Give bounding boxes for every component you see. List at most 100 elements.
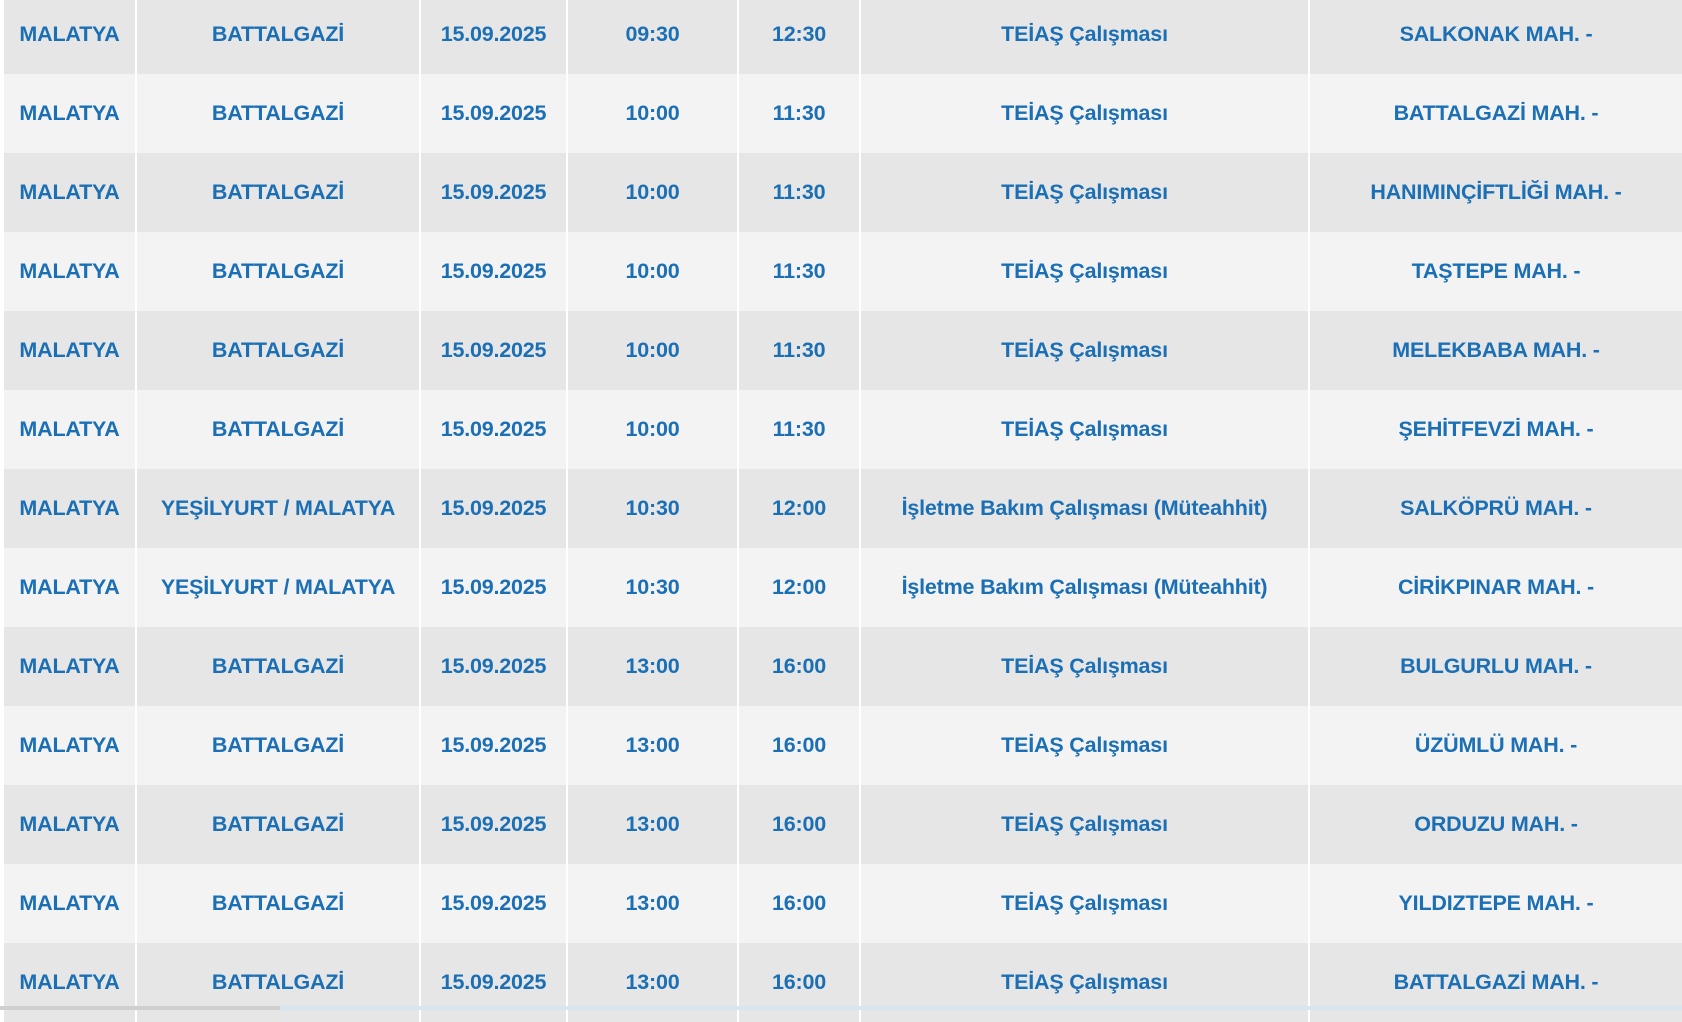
table-row: MALATYA BATTALGAZİ 15.09.2025 13:00 16:00 TEİ… bbox=[4, 943, 1682, 1022]
reason-cell: İşletme Bakım Çalışması (Müteahhit) bbox=[859, 548, 1309, 627]
start-time-cell: 10:00 bbox=[566, 390, 738, 469]
district-cell: BATTALGAZİ bbox=[135, 311, 420, 390]
table-row: MALATYA YEŞİLYURT / MALATYA 15.09.2025 10:3… bbox=[4, 548, 1682, 627]
table-row: MALATYA BATTALGAZİ 15.09.2025 13:00 16:00 TEİ… bbox=[4, 627, 1682, 706]
city-cell: MALATYA bbox=[4, 74, 136, 153]
reason-cell: TEİAŞ Çalışması bbox=[859, 74, 1309, 153]
start-time-cell: 13:00 bbox=[566, 706, 738, 785]
neighborhood-cell: ŞEHİTFEVZİ MAH. - bbox=[1308, 390, 1682, 469]
end-time-cell: 16:00 bbox=[737, 943, 860, 1022]
city-cell: MALATYA bbox=[4, 785, 136, 864]
table-row: MALATYA BATTALGAZİ 15.09.2025 13:00 16:00 TEİ… bbox=[4, 785, 1682, 864]
date-cell: 15.09.2025 bbox=[419, 232, 567, 311]
table-row: MALATYA YEŞİLYURT / MALATYA 15.09.2025 10:3… bbox=[4, 469, 1682, 548]
start-time-cell: 10:30 bbox=[566, 548, 738, 627]
start-time-cell: 10:00 bbox=[566, 311, 738, 390]
city-cell: MALATYA bbox=[4, 943, 136, 1022]
reason-cell: TEİAŞ Çalışması bbox=[859, 864, 1309, 943]
date-cell: 15.09.2025 bbox=[419, 548, 567, 627]
reason-cell: TEİAŞ Çalışması bbox=[859, 943, 1309, 1022]
neighborhood-cell: TAŞTEPE MAH. - bbox=[1308, 232, 1682, 311]
neighborhood-cell: HANIMINÇİFTLİĞİ MAH. - bbox=[1308, 153, 1682, 232]
date-cell: 15.09.2025 bbox=[419, 706, 567, 785]
date-cell: 15.09.2025 bbox=[419, 943, 567, 1022]
date-cell: 15.09.2025 bbox=[419, 627, 567, 706]
city-cell: MALATYA bbox=[4, 0, 136, 74]
neighborhood-cell: BULGURLU MAH. - bbox=[1308, 627, 1682, 706]
district-cell: BATTALGAZİ bbox=[135, 864, 420, 943]
district-cell: BATTALGAZİ bbox=[135, 627, 420, 706]
reason-cell: TEİAŞ Çalışması bbox=[859, 627, 1309, 706]
neighborhood-cell: MELEKBABA MAH. - bbox=[1308, 311, 1682, 390]
reason-cell: TEİAŞ Çalışması bbox=[859, 311, 1309, 390]
table-row: MALATYA BATTALGAZİ 15.09.2025 10:00 11:30 TEİ… bbox=[4, 311, 1682, 390]
date-cell: 15.09.2025 bbox=[419, 469, 567, 548]
end-time-cell: 12:00 bbox=[737, 469, 860, 548]
date-cell: 15.09.2025 bbox=[419, 0, 567, 74]
horizontal-scrollbar[interactable] bbox=[0, 1006, 1682, 1010]
scrollbar-thumb[interactable] bbox=[0, 1006, 280, 1010]
neighborhood-cell: YILDIZTEPE MAH. - bbox=[1308, 864, 1682, 943]
date-cell: 15.09.2025 bbox=[419, 864, 567, 943]
reason-cell: TEİAŞ Çalışması bbox=[859, 0, 1309, 74]
city-cell: MALATYA bbox=[4, 311, 136, 390]
neighborhood-cell: SALKONAK MAH. - bbox=[1308, 0, 1682, 74]
start-time-cell: 09:30 bbox=[566, 0, 738, 74]
neighborhood-cell: CİRİKPINAR MAH. - bbox=[1308, 548, 1682, 627]
outage-table: MALATYA BATTALGAZİ 15.09.2025 09:30 12:30 TEİ… bbox=[4, 0, 1682, 1022]
date-cell: 15.09.2025 bbox=[419, 311, 567, 390]
city-cell: MALATYA bbox=[4, 153, 136, 232]
district-cell: BATTALGAZİ bbox=[135, 0, 420, 74]
neighborhood-cell: ORDUZU MAH. - bbox=[1308, 785, 1682, 864]
end-time-cell: 11:30 bbox=[737, 390, 860, 469]
district-cell: BATTALGAZİ bbox=[135, 390, 420, 469]
table-row: MALATYA BATTALGAZİ 15.09.2025 10:00 11:30 TEİ… bbox=[4, 232, 1682, 311]
date-cell: 15.09.2025 bbox=[419, 74, 567, 153]
end-time-cell: 16:00 bbox=[737, 706, 860, 785]
outage-table-container: MALATYA BATTALGAZİ 15.09.2025 09:30 12:30 TEİ… bbox=[4, 0, 1682, 1022]
district-cell: YEŞİLYURT / MALATYA bbox=[135, 469, 420, 548]
start-time-cell: 10:00 bbox=[566, 74, 738, 153]
start-time-cell: 10:30 bbox=[566, 469, 738, 548]
start-time-cell: 13:00 bbox=[566, 627, 738, 706]
city-cell: MALATYA bbox=[4, 706, 136, 785]
district-cell: BATTALGAZİ bbox=[135, 706, 420, 785]
reason-cell: İşletme Bakım Çalışması (Müteahhit) bbox=[859, 469, 1309, 548]
reason-cell: TEİAŞ Çalışması bbox=[859, 706, 1309, 785]
end-time-cell: 16:00 bbox=[737, 627, 860, 706]
district-cell: BATTALGAZİ bbox=[135, 153, 420, 232]
city-cell: MALATYA bbox=[4, 390, 136, 469]
table-row: MALATYA BATTALGAZİ 15.09.2025 13:00 16:00 TEİ… bbox=[4, 864, 1682, 943]
start-time-cell: 10:00 bbox=[566, 232, 738, 311]
outage-table-body: MALATYA BATTALGAZİ 15.09.2025 09:30 12:30 TEİ… bbox=[4, 0, 1682, 1022]
start-time-cell: 13:00 bbox=[566, 864, 738, 943]
neighborhood-cell: SALKÖPRÜ MAH. - bbox=[1308, 469, 1682, 548]
table-row: MALATYA BATTALGAZİ 15.09.2025 09:30 12:30 TEİ… bbox=[4, 0, 1682, 74]
table-row: MALATYA BATTALGAZİ 15.09.2025 10:00 11:30 TEİ… bbox=[4, 390, 1682, 469]
neighborhood-cell: BATTALGAZİ MAH. - bbox=[1308, 943, 1682, 1022]
end-time-cell: 11:30 bbox=[737, 74, 860, 153]
end-time-cell: 11:30 bbox=[737, 232, 860, 311]
reason-cell: TEİAŞ Çalışması bbox=[859, 153, 1309, 232]
table-row: MALATYA BATTALGAZİ 15.09.2025 10:00 11:30 TEİ… bbox=[4, 74, 1682, 153]
city-cell: MALATYA bbox=[4, 627, 136, 706]
neighborhood-cell: ÜZÜMLÜ MAH. - bbox=[1308, 706, 1682, 785]
date-cell: 15.09.2025 bbox=[419, 390, 567, 469]
district-cell: BATTALGAZİ bbox=[135, 232, 420, 311]
table-row: MALATYA BATTALGAZİ 15.09.2025 10:00 11:30 TEİ… bbox=[4, 153, 1682, 232]
neighborhood-cell: BATTALGAZİ MAH. - bbox=[1308, 74, 1682, 153]
end-time-cell: 16:00 bbox=[737, 785, 860, 864]
date-cell: 15.09.2025 bbox=[419, 785, 567, 864]
date-cell: 15.09.2025 bbox=[419, 153, 567, 232]
city-cell: MALATYA bbox=[4, 232, 136, 311]
end-time-cell: 12:00 bbox=[737, 548, 860, 627]
start-time-cell: 13:00 bbox=[566, 943, 738, 1022]
reason-cell: TEİAŞ Çalışması bbox=[859, 390, 1309, 469]
district-cell: BATTALGAZİ bbox=[135, 785, 420, 864]
end-time-cell: 16:00 bbox=[737, 864, 860, 943]
table-row: MALATYA BATTALGAZİ 15.09.2025 13:00 16:00 TEİ… bbox=[4, 706, 1682, 785]
district-cell: YEŞİLYURT / MALATYA bbox=[135, 548, 420, 627]
reason-cell: TEİAŞ Çalışması bbox=[859, 785, 1309, 864]
city-cell: MALATYA bbox=[4, 864, 136, 943]
end-time-cell: 11:30 bbox=[737, 153, 860, 232]
